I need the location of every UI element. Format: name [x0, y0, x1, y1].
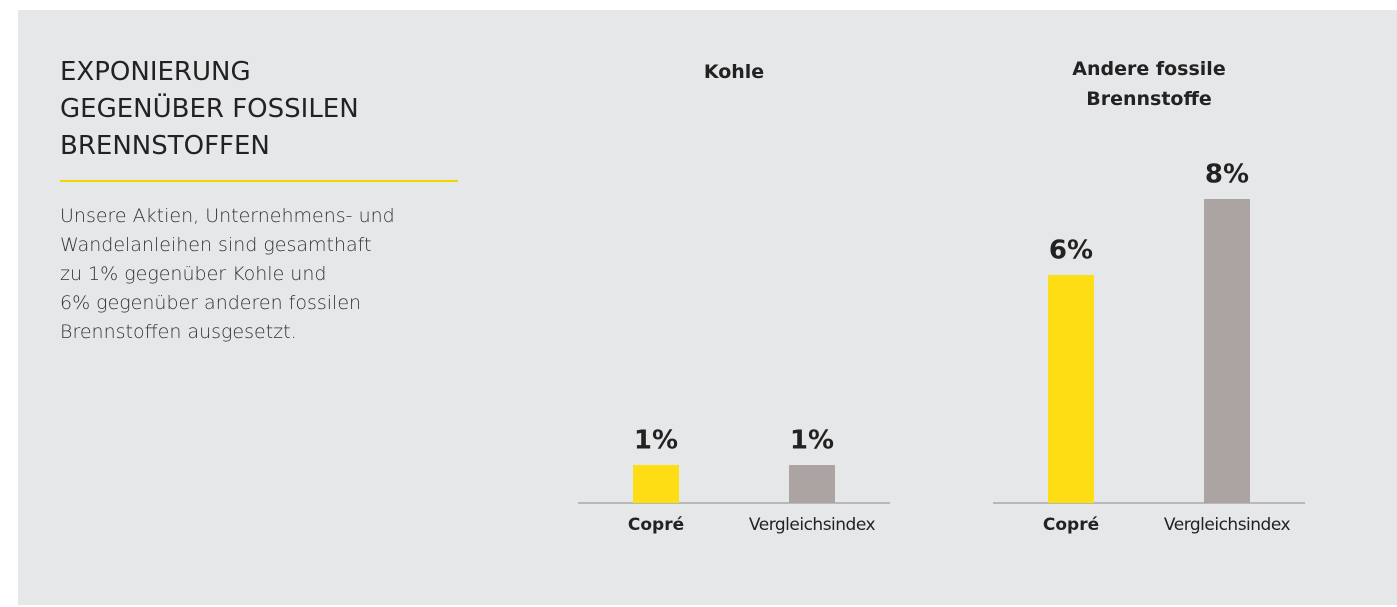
category-label: Vergleichsindex — [1164, 515, 1291, 535]
body-line: Brennstoffen ausgesetzt. — [60, 321, 297, 343]
title-line: EXPONIERUNG — [60, 57, 251, 87]
divider — [60, 180, 458, 182]
body-line: 6% gegenüber anderen fossilen — [60, 292, 362, 314]
body-line: zu 1% gegenüber Kohle und — [60, 263, 327, 285]
value-label: 1% — [790, 426, 834, 456]
bar — [633, 465, 679, 503]
body-line: Wandelanleihen sind gesamthaft — [60, 234, 372, 256]
panel-body: Unsere Aktien, Unternehmens- und Wandelan… — [60, 202, 395, 347]
value-label: 6% — [1049, 236, 1093, 266]
category-label: Vergleichsindex — [749, 515, 876, 535]
chart-title: Kohle — [703, 61, 765, 83]
title-line: GEGENÜBER FOSSILEN — [60, 94, 359, 124]
category-label: Copré — [628, 515, 684, 535]
title-line: BRENNSTOFFEN — [60, 131, 270, 161]
panel-background — [18, 10, 1397, 605]
category-label: Copré — [1043, 515, 1099, 535]
bar — [789, 465, 835, 503]
bar — [1204, 199, 1250, 503]
value-label: 8% — [1205, 160, 1249, 190]
value-label: 1% — [634, 426, 678, 456]
bar — [1048, 275, 1094, 503]
chart-title: Andere fossile Brennstoffe — [1072, 58, 1226, 110]
body-line: Unsere Aktien, Unternehmens- und — [60, 205, 395, 227]
panel-title: EXPONIERUNG GEGENÜBER FOSSILEN BRENNSTOFFE… — [60, 54, 359, 165]
